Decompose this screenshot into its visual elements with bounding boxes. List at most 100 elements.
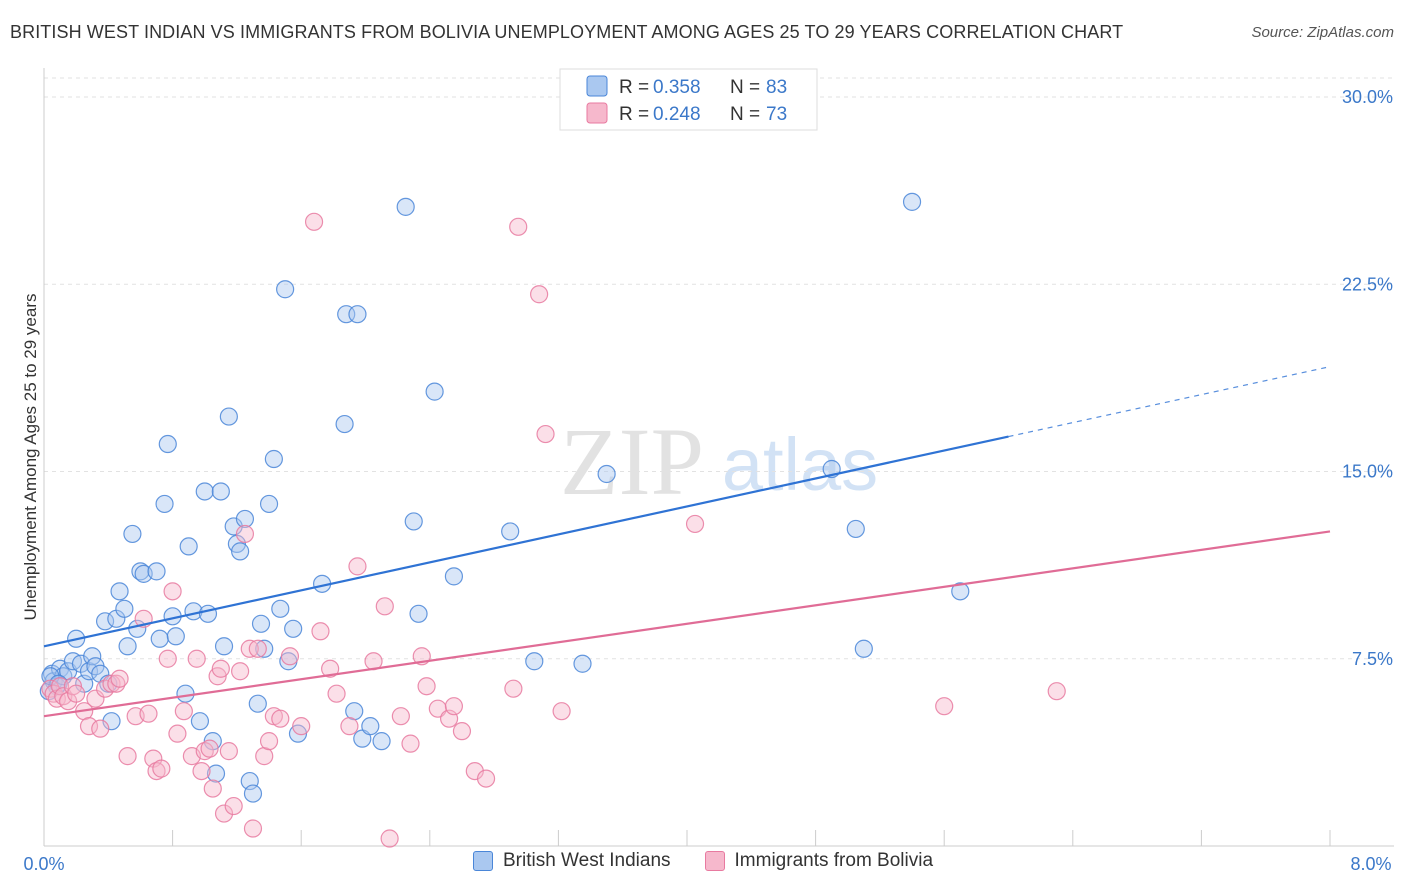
bwi-point [951, 582, 970, 601]
bwi-point [195, 482, 214, 501]
trend-line-british-west-indians [43, 435, 1009, 648]
bolivia-point [158, 649, 177, 668]
bolivia-point [552, 702, 571, 721]
bwi-point [284, 619, 303, 638]
bolivia-point [321, 659, 340, 678]
bolivia-point [195, 742, 214, 761]
bolivia-point [259, 732, 279, 751]
bwi-point [276, 280, 295, 299]
bwi-point [501, 522, 520, 541]
bwi-point [147, 562, 166, 581]
bolivia-point [200, 739, 219, 758]
bolivia-point [152, 759, 171, 778]
bwi-point [115, 599, 134, 618]
bwi-point [597, 464, 616, 484]
bolivia-point [304, 212, 324, 231]
bolivia-point [340, 717, 359, 736]
bolivia-point [243, 819, 263, 838]
bolivia-point [452, 722, 472, 741]
source-label: Source: ZipAtlas.com [1251, 24, 1394, 41]
bwi-point [155, 494, 174, 514]
bolivia-point [391, 707, 410, 726]
bolivia-point [231, 662, 250, 681]
bolivia-point [380, 829, 399, 848]
bolivia-point [248, 639, 267, 658]
bwi-point [396, 197, 415, 216]
legend-swatch-pink [586, 102, 608, 124]
bolivia-point [375, 597, 394, 616]
bwi-point [404, 512, 423, 531]
bwi-point [179, 537, 198, 556]
bolivia-point [235, 524, 255, 544]
bolivia-point [79, 717, 99, 736]
bwi-point [361, 717, 380, 736]
bolivia-point [224, 796, 243, 816]
bwi-point [846, 519, 865, 539]
bwi-point [95, 612, 115, 631]
bolivia-point [476, 769, 496, 788]
bolivia-point [110, 669, 129, 688]
bolivia-point [203, 779, 222, 798]
bwi-point [211, 482, 230, 501]
bwi-point [264, 449, 283, 469]
legend-swatch-blue [586, 75, 608, 97]
bolivia-point [163, 582, 182, 601]
bwi-point [231, 542, 250, 561]
x-tick-label-max: 8.0% [1350, 854, 1391, 874]
bwi-point [176, 684, 195, 703]
legend-bottom: British West Indians Immigrants from Bol… [0, 850, 1406, 872]
bwi-point [271, 599, 290, 618]
bolivia-point [348, 557, 367, 576]
bwi-point [190, 712, 210, 731]
bwi-point [243, 784, 263, 803]
bolivia-point [280, 647, 300, 666]
bolivia-point [1047, 682, 1066, 701]
bolivia-point [50, 677, 70, 696]
bwi-point [206, 764, 226, 783]
bwi-point [255, 639, 274, 658]
bolivia-point [292, 717, 311, 736]
bwi-point [335, 414, 354, 434]
bolivia-point [504, 679, 523, 698]
bwi-point [902, 192, 922, 211]
bwi-point [166, 627, 185, 646]
bwi-point [345, 702, 364, 721]
bolivia-point [147, 761, 166, 781]
legend-label-immigrants-from-bolivia: Immigrants from Bolivia [734, 850, 934, 871]
bwi-point [409, 604, 428, 623]
bwi-point [425, 382, 444, 401]
x-ticks [43, 830, 1331, 846]
bwi-point [854, 639, 873, 658]
bolivia-point [536, 424, 555, 444]
watermark-zip: ZIP [560, 408, 704, 515]
bolivia-point [311, 622, 330, 641]
bolivia-point [107, 674, 126, 693]
bolivia-point [168, 724, 187, 743]
y-tick-label: 15.0% [1342, 462, 1393, 482]
legend-r-value-pink: 0.248 [653, 104, 701, 125]
chart-title: BRITISH WEST INDIAN VS IMMIGRANTS FROM B… [10, 22, 1124, 42]
bolivia-point [187, 649, 206, 668]
bwi-point [131, 562, 150, 581]
bwi-point [219, 407, 238, 426]
bwi-point [372, 732, 391, 751]
trend-line-immigrants-from-bolivia [43, 530, 1331, 718]
bolivia-point [401, 734, 420, 753]
legend-label-british-west-indians: British West Indians [502, 850, 671, 871]
y-tick-label: 30.0% [1342, 87, 1393, 107]
legend-r-label-blue: R = [619, 77, 649, 98]
bwi-point [251, 614, 271, 633]
legend-n-value-blue: 83 [766, 77, 787, 98]
trend-line-british-west-indians-extension [1008, 366, 1331, 438]
bolivia-point [118, 747, 137, 766]
bolivia-point [417, 677, 436, 696]
y-tick-label: 7.5% [1352, 649, 1393, 669]
bwi-point [150, 629, 169, 648]
legend-r-label-pink: R = [619, 104, 649, 125]
bolivia-point [935, 697, 954, 716]
bwi-point [83, 647, 102, 666]
bwi-point [198, 604, 218, 623]
legend-n-value-pink: 73 [766, 104, 787, 125]
bwi-point [158, 434, 177, 454]
